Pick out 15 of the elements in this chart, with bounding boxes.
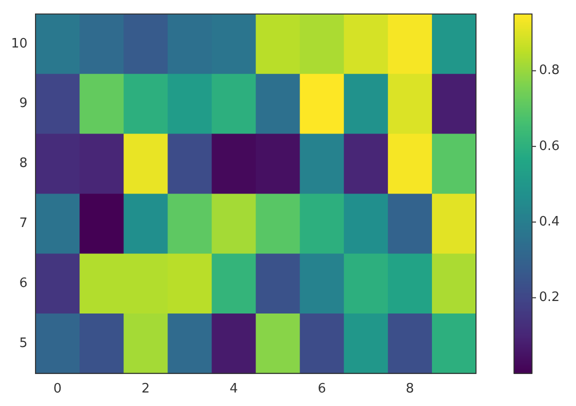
color-bar-label: 0.6 [539,138,560,154]
x-tick-label: 6 [318,382,326,397]
y-tick-label: 7 [19,216,28,232]
color-bar-label: 0.8 [539,63,560,78]
y-tick-label: 9 [19,96,28,112]
y-tick-label: 8 [19,156,28,172]
x-tick-label: 0 [53,382,62,397]
y-tick-label: 10 [10,36,28,52]
color-bar-label: 0.4 [539,214,560,230]
x-tick-label: 8 [406,382,414,397]
x-tick-label: 2 [142,382,150,397]
y-tick-label: 6 [19,276,28,291]
y-tick-label: 5 [19,336,28,351]
color-bar-label: 0.2 [539,290,560,306]
x-tick-label: 4 [230,382,238,397]
